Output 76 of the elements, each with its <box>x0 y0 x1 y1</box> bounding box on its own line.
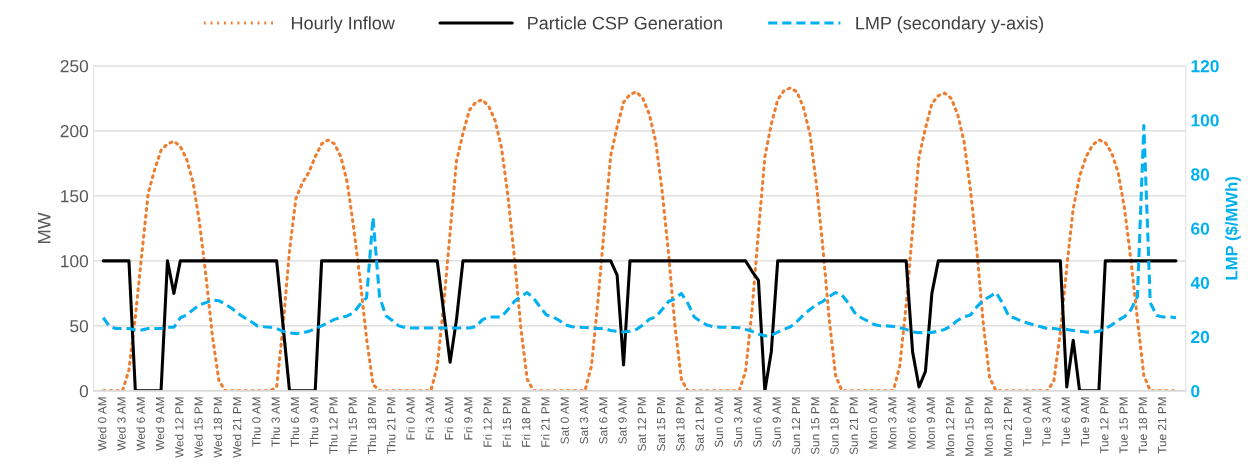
y2-tick-label: 100 <box>1191 114 1219 127</box>
y2-tick-label: 80 <box>1191 168 1210 181</box>
y2-tick-label: 60 <box>1191 222 1210 235</box>
line-series <box>101 123 1178 338</box>
x-tick-label: Thu 3 AM <box>271 397 280 447</box>
x-tick-label: Thu 12 PM <box>328 397 338 454</box>
y2-tick-label: 0 <box>1191 385 1200 398</box>
x-tick-label: Sun 18 PM <box>830 397 839 455</box>
x-tick-label: Tue 21 PM <box>1157 397 1167 454</box>
x-tick-label: Thu 9 AM <box>309 397 319 447</box>
x-tick-label: Sat 15 PM <box>656 397 666 452</box>
x-tick-label: Mon 3 AM <box>888 397 897 449</box>
x-tick-label: Thu 6 AM <box>290 397 300 447</box>
x-tick-label: Fri 9 AM <box>463 397 473 440</box>
x-tick-label: Mon 9 AM <box>926 397 936 449</box>
x-tick-label: Sat 18 PM <box>676 397 685 452</box>
x-tick-label: Tue 12 PM <box>1100 397 1109 454</box>
y-tick-label: 100 <box>61 255 89 268</box>
y-tick-label: 150 <box>61 190 89 203</box>
x-tick-label: Mon 15 PM <box>965 397 974 456</box>
x-tick-label: Mon 18 PM <box>984 397 993 456</box>
x-tick-label: Wed 18 PM <box>213 397 223 458</box>
x-tick-label: Wed 21 PM <box>232 397 242 458</box>
x-tick-label: Sat 6 AM <box>599 397 608 444</box>
x-tick-label: Tue 18 PM <box>1138 397 1148 454</box>
x-tick-label: Mon 12 PM <box>945 397 955 456</box>
x-tick-label: Sat 21 PM <box>695 397 704 452</box>
x-tick-label: Tue 3 AM <box>1042 397 1051 447</box>
x-tick-label: Sun 9 AM <box>772 397 781 448</box>
x-tick-label: Wed 0 AM <box>97 397 107 451</box>
x-tick-label: Sun 0 AM <box>714 397 724 448</box>
x-tick-label: Fri 0 AM <box>406 397 415 440</box>
y-axis-title: MW <box>38 212 51 243</box>
x-tick-label: Mon 0 AM <box>868 397 878 449</box>
x-tick-label: Mon 6 AM <box>907 397 916 449</box>
x-tick-label: Wed 15 PM <box>194 397 203 458</box>
x-tick-label: Fri 15 PM <box>502 397 512 447</box>
x-tick-label: Sat 0 AM <box>560 397 569 444</box>
y2-tick-label: 120 <box>1191 60 1219 73</box>
y-tick-label: 50 <box>70 320 89 333</box>
line-series <box>101 259 1178 391</box>
x-tick-label: Thu 21 PM <box>386 397 396 454</box>
x-tick-label: Sun 6 AM <box>753 397 762 448</box>
legend-label: LMP (secondary y-axis) <box>856 16 1044 34</box>
legend-label: Hourly Inflow <box>291 16 395 34</box>
x-tick-label: Fri 12 PM <box>483 397 492 447</box>
x-tick-label: Sun 3 AM <box>733 397 743 448</box>
x-tick-label: Wed 12 PM <box>174 397 184 458</box>
y-tick-label: 200 <box>60 125 89 138</box>
x-tick-label: Sun 21 PM <box>849 397 858 455</box>
x-tick-label: Wed 6 AM <box>136 397 145 451</box>
x-tick-label: Sat 12 PM <box>637 397 646 452</box>
x-tick-label: Sat 3 AM <box>579 397 589 444</box>
x-tick-label: Thu 18 PM <box>367 397 377 454</box>
x-tick-label: Thu 0 AM <box>251 397 261 447</box>
x-tick-label: Sun 15 PM <box>811 397 820 455</box>
x-tick-label: Fri 3 AM <box>425 397 434 440</box>
y2-axis-title: LMP ($/MWh) <box>1224 177 1241 280</box>
x-tick-label: Tue 0 AM <box>1023 397 1032 447</box>
x-tick-label: Sat 9 AM <box>618 397 627 444</box>
y-tick-label: 0 <box>79 385 89 398</box>
x-tick-label: Tue 9 AM <box>1080 397 1090 447</box>
x-tick-label: Mon 21 PM <box>1003 397 1013 456</box>
x-tick-label: Wed 3 AM <box>117 397 126 451</box>
x-tick-label: Fri 6 AM <box>444 397 454 440</box>
x-tick-label: Sun 12 PM <box>791 397 801 455</box>
x-tick-label: Fri 18 PM <box>521 397 531 447</box>
x-tick-label: Wed 9 AM <box>155 397 165 451</box>
x-tick-label: Tue 6 AM <box>1061 397 1070 447</box>
legend-label: Particle CSP Generation <box>528 16 722 30</box>
x-tick-label: Tue 15 PM <box>1119 397 1128 454</box>
x-tick-label: Fri 21 PM <box>540 397 550 447</box>
y2-tick-label: 20 <box>1191 330 1210 344</box>
y-tick-label: 250 <box>60 60 89 73</box>
x-tick-label: Thu 15 PM <box>348 397 357 454</box>
y2-tick-label: 40 <box>1190 276 1210 289</box>
